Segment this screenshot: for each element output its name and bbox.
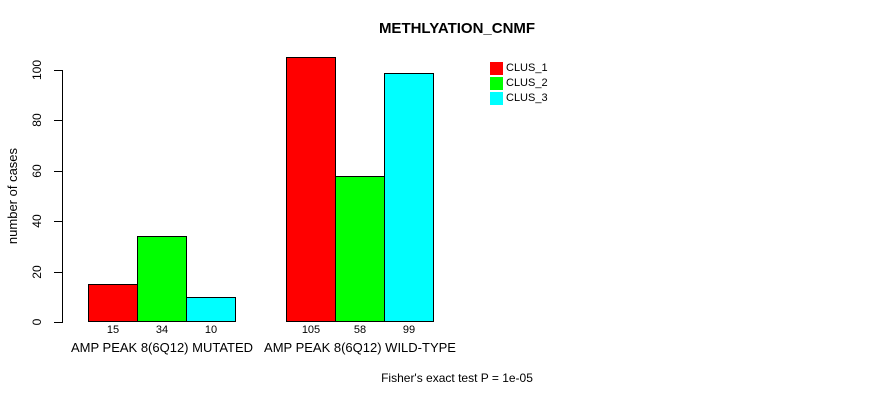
legend-label: CLUS_3 [506, 92, 548, 104]
x-axis-category-label: AMP PEAK 8(6Q12) WILD-TYPE [264, 340, 456, 355]
legend-color-swatch [490, 77, 503, 90]
bar-clus_3 [186, 297, 236, 322]
bar-value-label: 10 [204, 324, 218, 336]
chart-title: METHLYATION_CNMF [378, 20, 536, 37]
y-tick-mark [54, 272, 62, 273]
y-tick-mark [54, 221, 62, 222]
bar-value-label: 99 [402, 324, 416, 336]
bar-value-label: 34 [155, 324, 169, 336]
footnote: Fisher's exact test P = 1e-05 [381, 371, 533, 385]
bar-clus_3 [384, 73, 434, 322]
y-tick-mark [54, 171, 62, 172]
y-axis-label: number of cases [5, 147, 20, 245]
y-axis-line [62, 70, 63, 323]
y-tick-label: 40 [30, 214, 44, 228]
y-tick-mark [54, 120, 62, 121]
bar-value-label: 58 [353, 324, 367, 336]
bar-clus_2 [137, 236, 187, 322]
y-tick-label: 20 [30, 265, 44, 279]
y-tick-label: 80 [30, 113, 44, 127]
x-axis-category-label: AMP PEAK 8(6Q12) MUTATED [70, 340, 254, 355]
bar-clus_2 [335, 176, 385, 322]
bar-value-label: 105 [301, 324, 321, 336]
bar-value-label: 15 [106, 324, 120, 336]
legend-label: CLUS_2 [506, 77, 548, 89]
bar-clus_1 [286, 57, 336, 322]
legend-label: CLUS_1 [506, 62, 548, 74]
legend-color-swatch [490, 62, 503, 75]
bar-clus_1 [88, 284, 138, 322]
y-tick-label: 0 [30, 318, 44, 326]
y-tick-label: 100 [30, 59, 44, 81]
y-tick-mark [54, 70, 62, 71]
y-tick-label: 60 [30, 164, 44, 178]
legend-color-swatch [490, 92, 503, 105]
y-tick-mark [54, 322, 62, 323]
